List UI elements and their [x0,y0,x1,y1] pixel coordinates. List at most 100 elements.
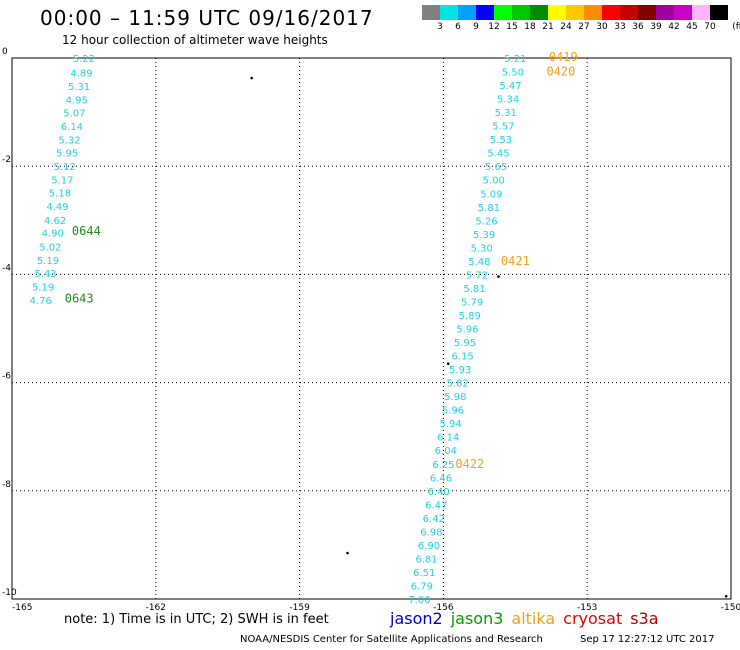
color-scale-label: 9 [473,22,479,32]
wave-height-value: 5.81 [478,203,500,214]
island-marker [446,362,450,365]
legend-s3a: s3a [630,609,659,628]
color-scale-label: 27 [578,22,590,32]
wave-height-value: 5.00 [483,176,505,187]
color-scale-label: 18 [524,22,536,32]
wave-height-value: 5.02 [39,242,61,253]
wave-height-value: 6.90 [418,541,440,552]
wave-height-value: 5.17 [51,176,73,187]
wave-height-value: 4.89 [70,69,92,80]
wave-height-value: 5.98 [444,392,466,403]
latitude-label: -4 [2,263,11,273]
wave-height-value: 5.22 [73,54,95,65]
page-title: 00:00 – 11:59 UTC 09/16/2017 [40,6,374,30]
color-scale-label: 12 [488,22,500,32]
wave-height-value: 6.15 [451,352,473,363]
wave-height-value: 6.25 [432,460,454,471]
color-scale-swatch [638,5,656,20]
wave-height-value: 7.00 [408,595,430,606]
legend-jason2: jason2 [390,609,443,628]
wave-height-value: 5.48 [468,257,490,268]
wave-height-value: 5.34 [497,95,519,106]
island-marker [346,551,349,555]
latitude-label: -10 [2,588,17,598]
wave-height-value: 5.65 [485,162,507,173]
wave-height-value: 5.53 [490,135,512,146]
wave-height-value: 6.40 [427,487,449,498]
wave-height-value: 5.19 [32,282,54,293]
wave-height-value: 5.31 [68,82,90,93]
wave-height-value: 5.43 [34,269,56,280]
wave-height-value: 5.19 [37,256,59,267]
wave-height-value: 5.96 [456,325,478,336]
wave-height-value: 5.57 [492,122,514,133]
color-scale-swatch [656,5,674,20]
latitude-label: -8 [2,480,11,490]
satellite-legend: jason2 jason3 altika cryosat s3a [390,609,667,628]
color-scale-swatch [422,5,440,20]
wave-height-value: 5.26 [475,216,497,227]
color-scale-unit: (ft) [732,22,740,32]
color-scale-swatch [476,5,494,20]
pass-time-label: 0419 [549,50,578,64]
color-scale-swatch [710,5,728,20]
pass-time-label: 0643 [65,292,94,306]
pass-time-label: 0421 [501,254,530,268]
wave-height-value: 6.04 [435,446,457,457]
wave-height-value: 5.96 [442,406,464,417]
wave-height-value: 5.72 [466,270,488,281]
wave-height-value: 5.18 [49,189,71,200]
color-scale-label: 36 [632,22,644,32]
color-scale-swatch [692,5,710,20]
wave-height-value: 6.46 [430,473,452,484]
color-scale-label: 15 [506,22,518,32]
longitude-label: -165 [12,603,32,610]
wave-height-value: 6.47 [425,500,447,511]
longitude-label: -156 [433,603,454,610]
wave-height-value: 5.94 [439,419,461,430]
footer-credit: NOAA/NESDIS Center for Satellite Applica… [240,634,543,645]
longitude-label: -150 [721,603,740,610]
wave-height-value: 5.95 [454,338,476,349]
color-scale-swatch [548,5,566,20]
longitude-label: -159 [289,603,310,610]
wave-height-value: 5.45 [487,149,509,160]
color-scale-label: 3 [437,22,443,32]
color-scale-label: 42 [668,22,680,32]
wave-height-value: 4.95 [66,96,88,107]
wave-height-value: 6.81 [415,554,437,565]
legend-altika: altika [511,609,556,628]
footer-timestamp: Sep 17 12:27:12 UTC 2017 [580,634,715,645]
wave-height-value: 5.79 [461,297,483,308]
color-scale-label: 70 [704,22,716,32]
wave-height-value: 6.79 [411,581,433,592]
wave-height-value: 5.39 [473,230,495,241]
color-scale-swatch [458,5,476,20]
color-scale-label: 30 [596,22,608,32]
color-scale-swatch [512,5,530,20]
island-marker [497,275,500,278]
legend-cryosat: cryosat [563,609,623,628]
wave-height-value: 4.49 [46,202,68,213]
wave-height-value: 6.42 [423,514,445,525]
pass-time-label: 0420 [546,65,575,79]
color-scale-label: 39 [650,22,662,32]
wave-height-value: 5.21 [504,54,526,65]
map-frame [11,57,732,600]
wave-height-value: 6.14 [61,122,83,133]
color-scale-swatch [440,5,458,20]
footer-note: note: 1) Time is in UTC; 2) SWH is in fe… [64,612,329,627]
wave-height-value: 5.12 [54,162,76,173]
longitude-label: -162 [146,603,166,610]
color-scale-swatch [674,5,692,20]
wave-height-value: 5.82 [447,379,469,390]
color-scale-swatch [566,5,584,20]
legend-jason3: jason3 [450,609,504,628]
wave-height-value: 5.31 [495,108,517,119]
wave-height-map: -165 -162 -159 -156 -153 -150 0 -2 -4 -6 -8 -10 5.22… [2,47,740,610]
wave-height-value: 4.62 [44,216,66,227]
page-subtitle: 12 hour collection of altimeter wave hei… [62,33,328,47]
pass-time-label: 0644 [72,224,101,238]
wave-height-value: 5.93 [449,365,471,376]
wave-height-value: 5.09 [480,189,502,200]
